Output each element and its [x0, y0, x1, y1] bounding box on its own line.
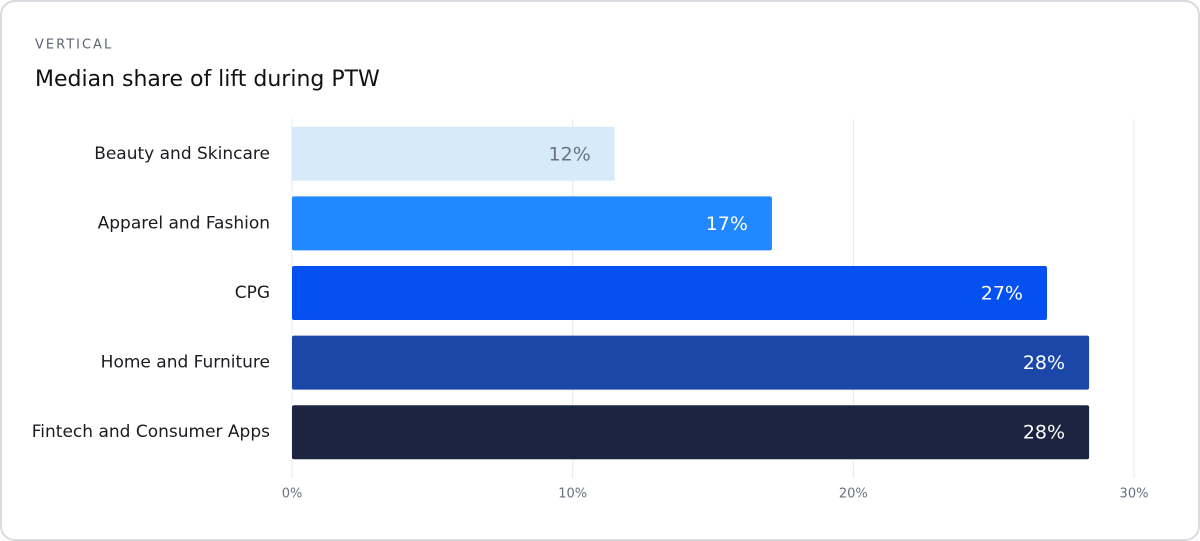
value-label: 17%	[706, 213, 748, 235]
value-label: 12%	[549, 143, 591, 165]
overline: VERTICAL	[35, 38, 113, 53]
bar	[292, 405, 1090, 460]
y-tick-label: Beauty and Skincare	[94, 144, 270, 164]
x-tick-label: 20%	[839, 487, 868, 502]
bar	[292, 335, 1090, 390]
bar	[292, 196, 772, 251]
y-tick-label: CPG	[235, 283, 270, 303]
y-tick-label: Home and Furniture	[101, 353, 270, 373]
value-label: 28%	[1023, 352, 1065, 374]
x-tick-label: 30%	[1120, 487, 1149, 502]
x-tick-label: 10%	[558, 487, 587, 502]
x-tick-label: 0%	[282, 487, 303, 502]
y-tick-label: Fintech and Consumer Apps	[32, 422, 270, 442]
value-label: 28%	[1023, 422, 1065, 444]
bar	[292, 126, 615, 181]
chart-title: Median share of lift during PTW	[35, 67, 380, 92]
bar	[292, 266, 1047, 320]
y-tick-label: Apparel and Fashion	[98, 213, 270, 233]
value-label: 27%	[981, 283, 1023, 305]
